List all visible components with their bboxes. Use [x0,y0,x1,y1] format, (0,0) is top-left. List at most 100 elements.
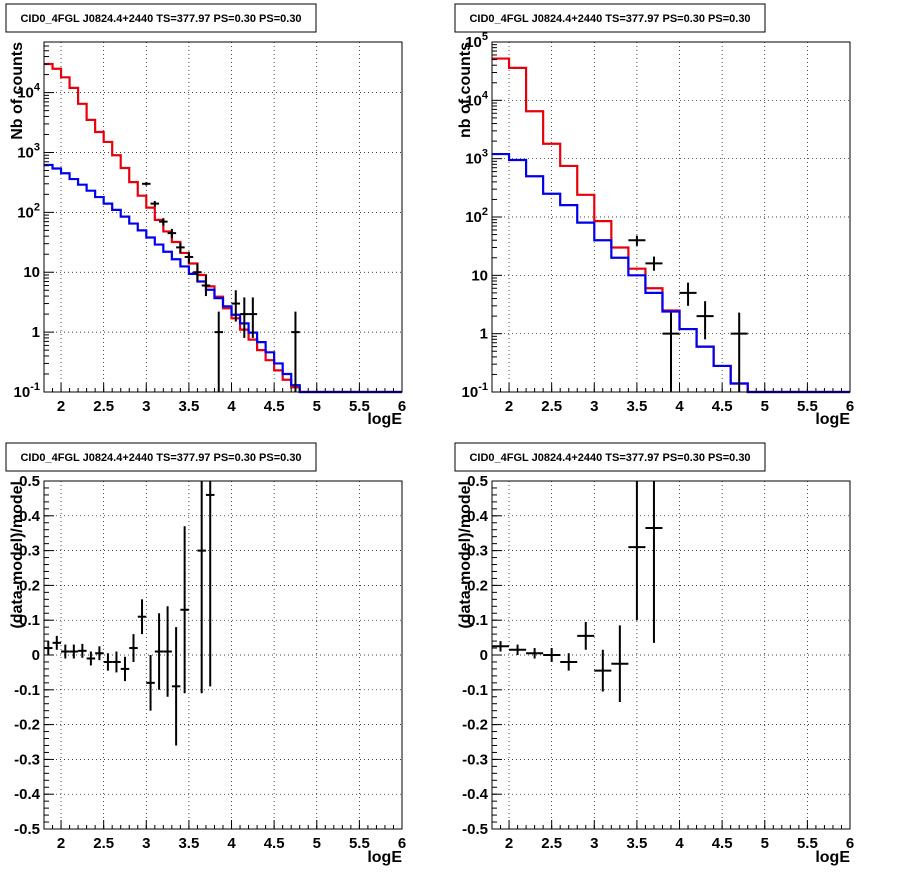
data-point [180,526,189,694]
axis-ticks: 2 2.5 3 3.5 4 4.5 5 5.5 6 -0.5 -0.4 -0.3 -0.2 -0.1 0 0.… [14,473,406,852]
title-box [454,3,766,33]
y-axis-label: nb of counts [457,42,474,138]
y-tick-label: 0.3 [467,543,488,560]
axis-ticks: 2 2.5 3 3.5 4 4.5 5 5.5 6 -0.5 -0.4 -0.3 -0.2 -0.1 0 0.… [462,473,854,852]
axis-ticks: 2 2.5 3 3.5 4 4.5 5 5.5 6 10-1 1 10 102 103 104 [14,45,406,415]
data-point [167,228,177,239]
panel-bottom-left: CID0_4FGL J0824.4+2440 TS=377.97 PS=0.30… [5,442,406,866]
x-tick-label: 3 [142,398,150,415]
data-point [142,182,151,186]
data-point [146,655,155,711]
y-tick-label: 0.4 [19,508,41,525]
x-tick-label: 4.5 [264,835,285,852]
x-tick-label: 4.5 [712,835,733,852]
panel-top-left: CID0_4FGL J0824.4+2440 TS=377.97 PS=0.30… [5,3,406,428]
x-tick-label: 5.5 [349,835,370,852]
y-tick-label: 0.4 [467,508,489,525]
x-tick-label: 4 [675,835,684,852]
data-point [594,649,612,692]
x-tick-label: 4.5 [712,398,733,415]
y-tick-label: -0.1 [462,682,488,699]
y-tick-label: 10-1 [14,381,40,401]
y-tick-label: 10-1 [462,381,488,401]
x-tick-label: 4 [227,398,236,415]
panel-top-right: CID0_4FGL J0824.4+2440 TS=377.97 PS=0.30… [454,3,855,428]
chart-title: CID0_4FGL J0824.4+2440 TS=377.97 PS=0.30… [469,13,750,25]
chart-title: CID0_4FGL J0824.4+2440 TS=377.97 PS=0.30… [469,452,750,464]
y-tick-label: 10 [471,267,488,284]
data-point [248,297,258,338]
histogram-red [44,62,402,394]
x-tick-label: 5 [761,398,769,415]
x-tick-label: 3.5 [626,835,647,852]
y-tick-label: -0.5 [462,821,488,838]
data-point [214,311,223,392]
y-tick-label: 104 [17,82,41,102]
y-tick-label: 10 [23,264,40,281]
x-tick-label: 5 [761,835,769,852]
data-point [103,653,113,671]
y-tick-label: 102 [465,206,488,226]
x-tick-label: 6 [846,398,854,415]
x-tick-label: 6 [398,835,406,852]
panel-bottom-right: CID0_4FGL J0824.4+2440 TS=377.97 PS=0.30… [454,442,854,866]
x-tick-label: 2 [57,398,65,415]
x-axis-label: logE [815,849,850,866]
data-point [662,312,680,392]
x-tick-label: 5.5 [797,835,818,852]
plot-area [44,62,402,394]
x-tick-label: 5 [313,398,321,415]
data-point [78,643,87,658]
data-point [95,646,104,661]
title-box [454,442,766,472]
data-point [184,251,194,264]
grid-lines [44,42,402,392]
y-axis-label: (data-model)/model [9,481,26,629]
data-point [112,651,121,673]
data-point [86,651,96,666]
x-tick-label: 2.5 [93,398,114,415]
x-tick-label: 2.5 [541,835,562,852]
y-tick-label: 0.2 [467,577,488,594]
y-tick-label: 102 [17,201,40,221]
title-box [5,442,317,472]
data-point [61,644,70,659]
data-point [560,653,578,671]
data-point [291,311,300,392]
y-tick-label: 0 [480,647,488,664]
y-tick-label: 1 [480,326,488,343]
x-tick-label: 5 [313,835,321,852]
chart-title: CID0_4FGL J0824.4+2440 TS=377.97 PS=0.30… [20,452,301,464]
x-axis-label: logE [367,411,402,428]
x-tick-label: 6 [846,835,854,852]
title-box [5,3,317,33]
data-point [577,621,595,650]
data-point [696,301,714,340]
plot-area [492,57,850,394]
data-point [163,606,172,697]
y-tick-label: 105 [465,31,488,51]
x-tick-label: 2 [505,398,513,415]
x-tick-label: 4 [227,835,236,852]
data-point [679,282,697,306]
y-tick-label: 0.5 [467,473,488,490]
y-tick-label: 0.1 [19,612,40,629]
x-tick-label: 3 [590,398,598,415]
x-axis-label: logE [367,849,402,866]
y-axis-label: Nb of counts [9,42,26,140]
data-point [150,200,160,207]
chart-title: CID0_4FGL J0824.4+2440 TS=377.97 PS=0.30… [20,13,301,25]
plot-area [492,481,663,702]
x-tick-label: 3.5 [626,398,647,415]
data-point [154,613,164,690]
x-tick-label: 6 [398,398,406,415]
axis-ticks: 2 2.5 3 3.5 4 4.5 5 5.5 6 10-1 1 10 102 103 104 105 [462,31,855,415]
data-point [628,235,646,246]
data-point [730,312,748,392]
grid-lines [44,481,402,829]
data-point [193,263,202,282]
y-tick-label: -0.1 [14,682,40,699]
x-tick-label: 4.5 [264,398,285,415]
x-axis-label: logE [815,411,850,428]
y-tick-label: 0.3 [19,543,40,560]
